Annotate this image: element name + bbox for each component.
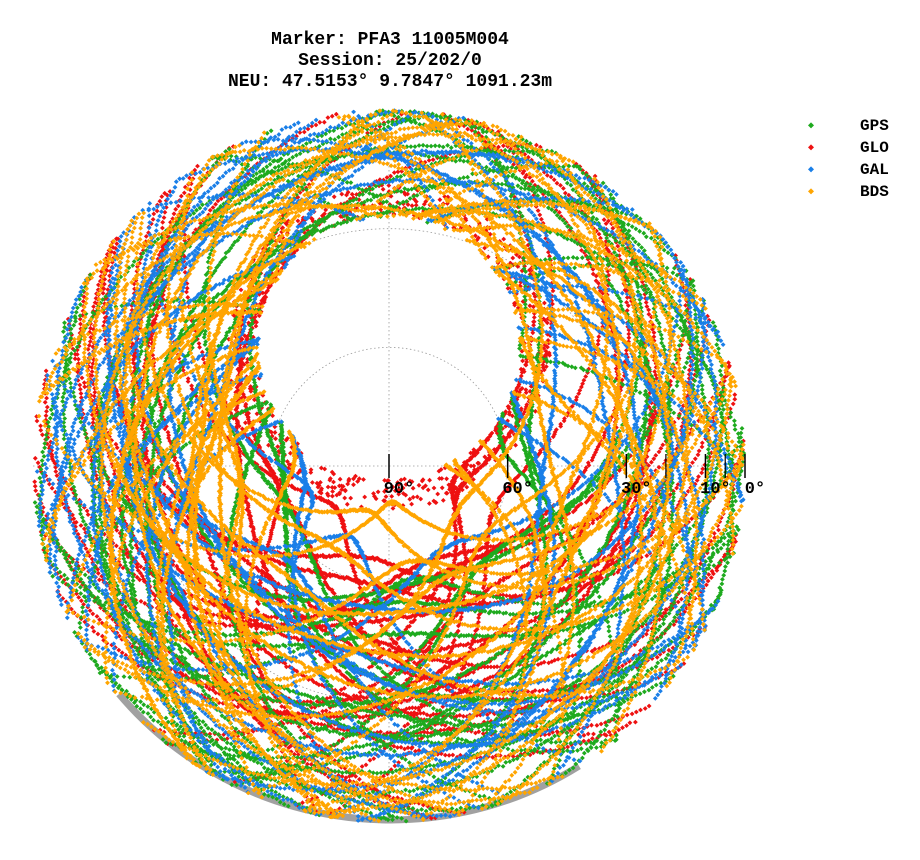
obs-point-glo	[326, 485, 331, 490]
obs-point-glo	[197, 341, 202, 346]
obs-point-glo	[273, 430, 278, 435]
obs-point-glo	[409, 502, 414, 507]
obs-point-glo	[410, 203, 415, 208]
obs-point-glo	[537, 212, 542, 217]
obs-point-glo	[330, 494, 335, 499]
obs-point-glo	[273, 436, 278, 441]
obs-point-glo	[444, 476, 449, 481]
obs-point-glo	[362, 495, 367, 500]
obs-point-glo	[270, 413, 275, 418]
obs-point-glo	[348, 496, 353, 501]
obs-point-glo	[243, 420, 248, 425]
obs-point-glo	[92, 394, 97, 399]
obs-point-glo	[427, 478, 432, 483]
obs-point-glo	[510, 256, 515, 261]
obs-point-glo	[309, 467, 314, 472]
obs-point-glo	[471, 463, 476, 468]
obs-point-glo	[432, 486, 437, 491]
obs-point-glo	[440, 485, 445, 490]
obs-point-glo	[345, 502, 350, 507]
obs-point-glo	[542, 301, 547, 306]
obs-point-glo	[441, 498, 446, 503]
obs-point-glo	[310, 480, 315, 485]
obs-point-glo	[527, 303, 532, 308]
obs-point-glo	[351, 482, 356, 487]
obs-point-glo	[376, 489, 381, 494]
obs-point-glo	[417, 483, 422, 488]
obs-point-glo	[361, 477, 366, 482]
obs-point-glo	[342, 496, 347, 501]
obs-point-glo	[536, 208, 541, 213]
obs-point-glo	[435, 492, 440, 497]
obs-point-glo	[328, 695, 333, 700]
obs-point-glo	[197, 345, 202, 350]
obs-point-glo	[427, 501, 432, 506]
obs-point-glo	[330, 489, 335, 494]
obs-point-glo	[501, 237, 506, 242]
obs-point-glo	[184, 290, 189, 295]
obs-point-glo	[444, 491, 449, 496]
obs-point-glo	[437, 197, 442, 202]
obs-point-glo	[185, 286, 190, 291]
obs-point-glo	[649, 460, 654, 465]
obs-point-glo	[338, 477, 343, 482]
obs-point-glo	[426, 487, 431, 492]
obs-point-glo	[332, 194, 337, 199]
obs-point-glo	[381, 187, 386, 192]
